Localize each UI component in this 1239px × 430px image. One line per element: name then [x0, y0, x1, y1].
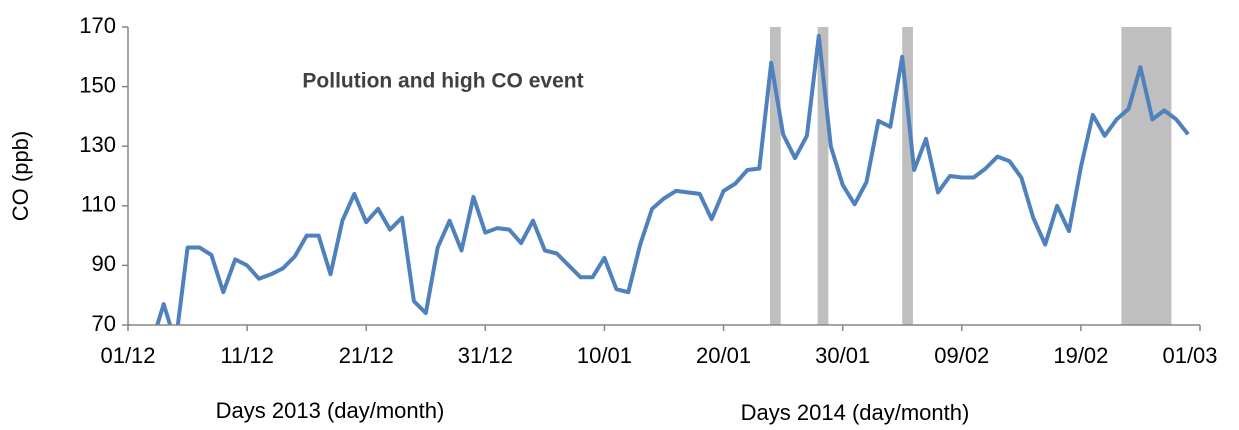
- data-line: [128, 33, 1190, 325]
- x-axis-label: Days 2013 (day/month): [216, 398, 445, 423]
- y-tick-label: 70: [92, 311, 116, 336]
- y-tick-label: 90: [92, 251, 116, 276]
- shaded-period: [902, 27, 913, 325]
- y-tick-label: 130: [79, 132, 116, 157]
- x-tick-label: 31/12: [458, 343, 513, 368]
- y-tick-label: 150: [79, 72, 116, 97]
- y-tick-label: 170: [79, 13, 116, 38]
- shaded-period: [770, 27, 781, 325]
- x-tick-label: 01/03: [1162, 343, 1217, 368]
- x-tick-label: 30/01: [815, 343, 870, 368]
- x-tick-label: 11/12: [220, 343, 273, 368]
- x-tick-label: 19/02: [1053, 343, 1108, 368]
- x-tick-label: 09/02: [934, 343, 989, 368]
- x-tick-label: 01/12: [100, 343, 155, 368]
- y-axis-label: CO (ppb): [8, 131, 33, 221]
- annotation: Pollution and high CO event: [302, 70, 583, 93]
- x-axis-label: Days 2014 (day/month): [741, 400, 970, 425]
- y-tick-label: 110: [81, 192, 116, 217]
- x-tick-label: 10/01: [577, 343, 632, 368]
- shaded-period: [817, 27, 829, 325]
- plot-area: [128, 27, 1190, 325]
- shaded-period: [1121, 27, 1172, 325]
- x-tick-label: 21/12: [339, 343, 394, 368]
- x-tick-label: 20/01: [696, 343, 751, 368]
